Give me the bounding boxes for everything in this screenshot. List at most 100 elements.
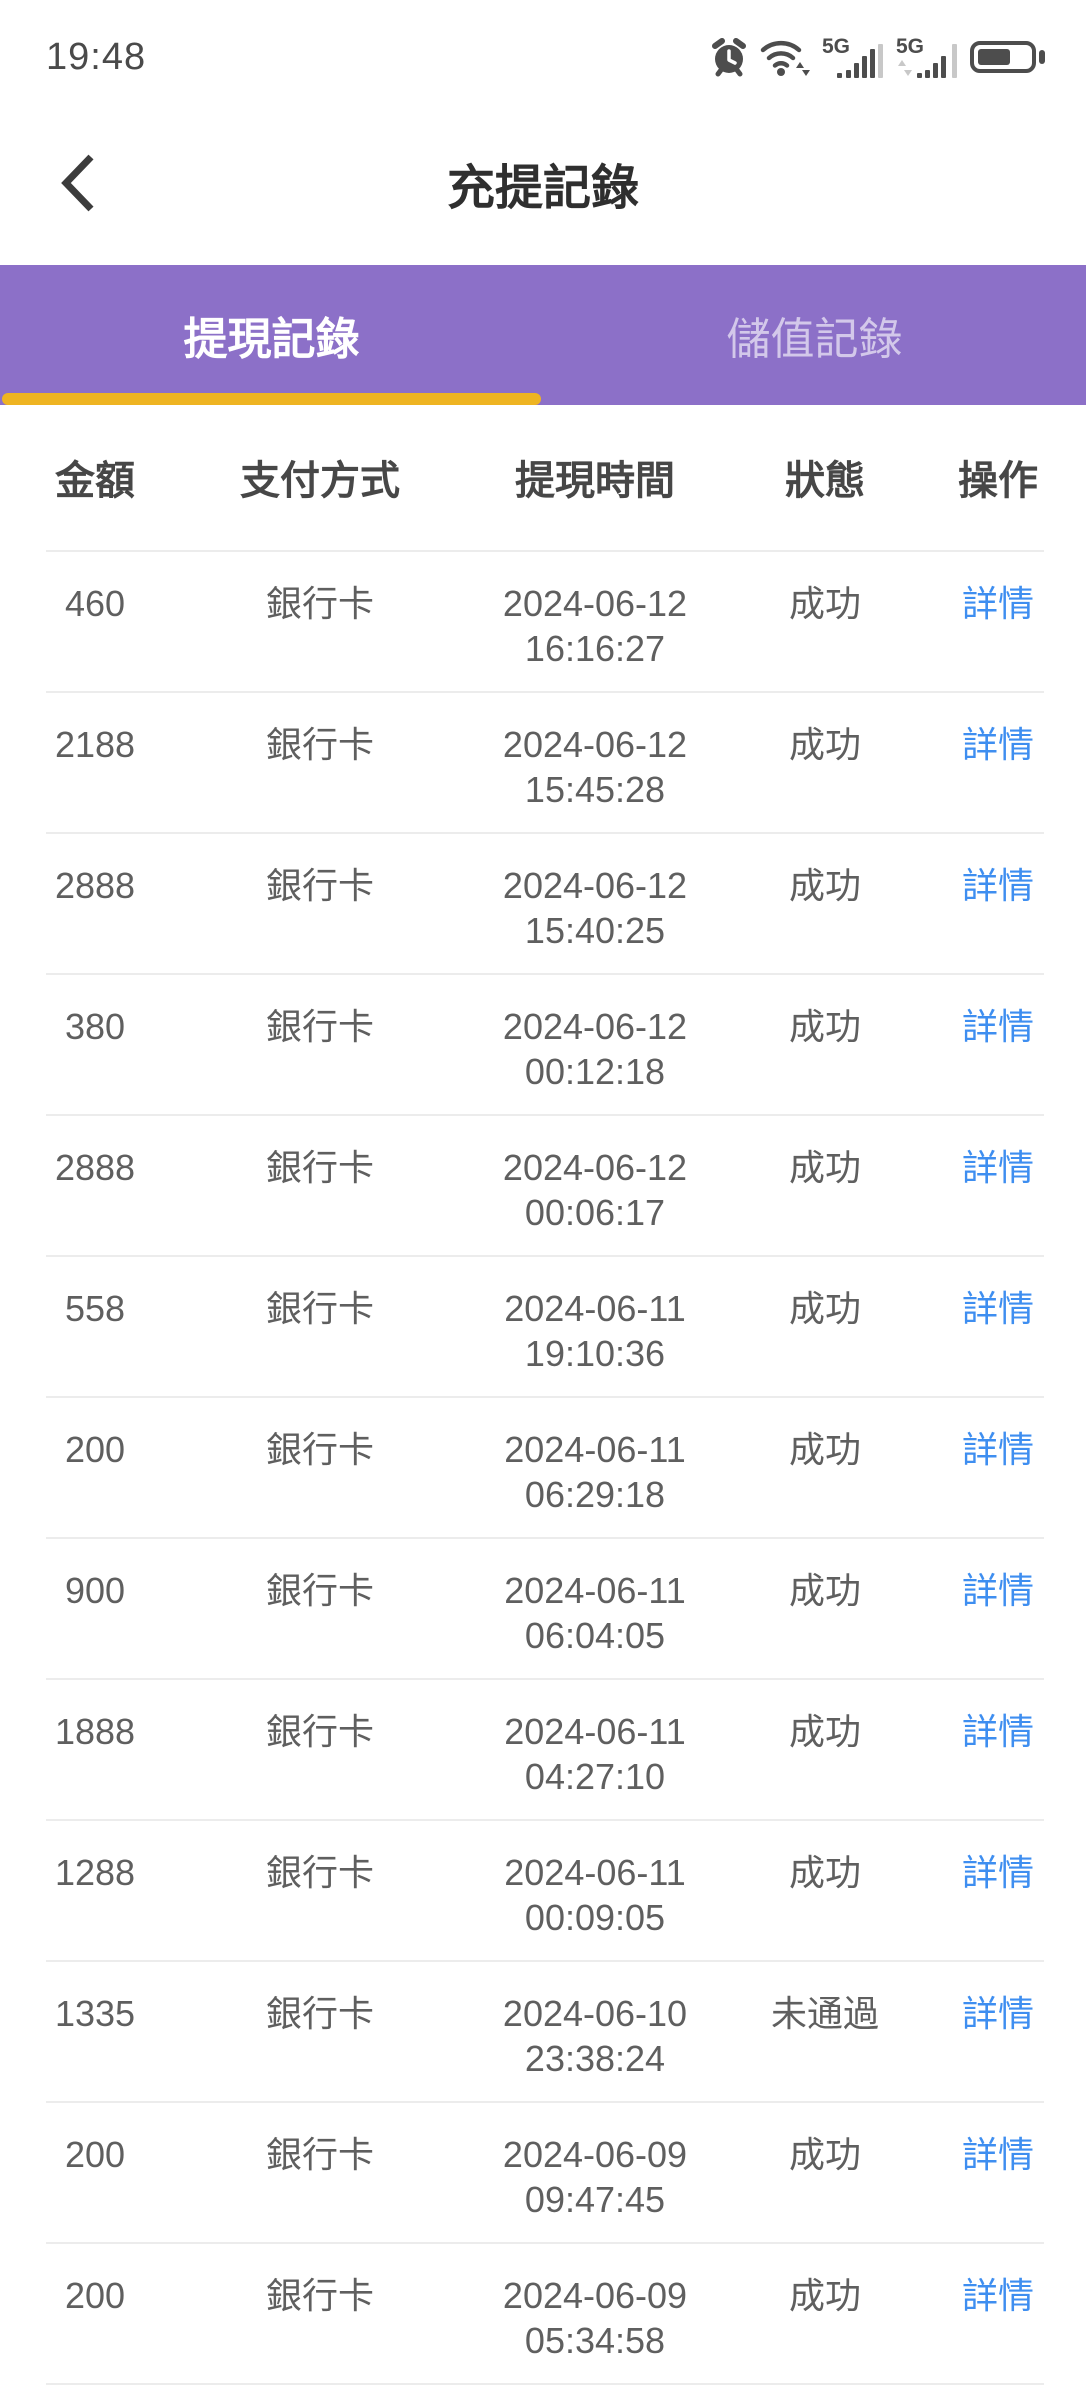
tab-bar: 提現記錄 儲值記錄 xyxy=(0,265,1086,405)
cell-withdraw-time: 2024-06-12 15:45:28 xyxy=(450,722,740,834)
cell-status: 成功 xyxy=(788,583,861,624)
cell-date-line: 2024-06-11 xyxy=(504,1852,686,1893)
detail-link[interactable]: 詳情 xyxy=(961,2134,1034,2175)
detail-link[interactable]: 詳情 xyxy=(961,1288,1034,1329)
back-button[interactable] xyxy=(58,152,98,214)
cell-withdraw-time: 2024-06-09 05:34:58 xyxy=(450,2273,740,2385)
chevron-left-icon xyxy=(61,154,94,211)
records-table: 金額 支付方式 提現時間 狀態 操作 460 銀行卡 2024-06-12 16… xyxy=(0,405,1086,2385)
tab-deposit-label: 儲值記錄 xyxy=(726,315,903,364)
cell-withdraw-time: 2024-06-12 00:12:18 xyxy=(450,1004,740,1116)
cell-withdraw-time: 2024-06-11 19:10:36 xyxy=(450,1286,740,1398)
cell-payment-method: 銀行卡 xyxy=(265,1711,374,1752)
detail-link[interactable]: 詳情 xyxy=(961,1429,1034,1470)
col-header-amount: 金額 xyxy=(55,459,135,503)
cell-time-line: 06:29:18 xyxy=(524,1474,666,1515)
cell-time-line: 04:27:10 xyxy=(524,1756,666,1797)
cell-payment-method: 銀行卡 xyxy=(265,865,374,906)
cell-date-line: 2024-06-10 xyxy=(502,1993,688,2034)
cell-payment-method: 銀行卡 xyxy=(265,1006,374,1047)
cell-amount: 2888 xyxy=(54,1147,136,1188)
detail-link[interactable]: 詳情 xyxy=(961,1852,1034,1893)
signal-5g-sim1-icon: 5G xyxy=(822,34,884,80)
cell-withdraw-time: 2024-06-11 04:27:10 xyxy=(450,1709,740,1821)
cell-amount: 2188 xyxy=(54,724,136,765)
status-time: 19:48 xyxy=(46,35,147,78)
cell-amount: 460 xyxy=(64,583,126,624)
cell-payment-method: 銀行卡 xyxy=(265,2275,374,2316)
page-title: 充提記錄 xyxy=(446,161,639,215)
tab-withdrawal-records[interactable]: 提現記錄 xyxy=(0,265,543,405)
cell-status: 成功 xyxy=(788,1288,861,1329)
detail-link[interactable]: 詳情 xyxy=(961,583,1034,624)
svg-text:5G: 5G xyxy=(822,35,850,58)
cell-payment-method: 銀行卡 xyxy=(265,1852,374,1893)
cell-amount: 2888 xyxy=(54,865,136,906)
cell-date-line: 2024-06-11 xyxy=(504,1288,686,1329)
table-body: 460 銀行卡 2024-06-12 16:16:27 成功 詳情 2188 銀… xyxy=(0,552,1086,2385)
detail-link[interactable]: 詳情 xyxy=(961,865,1034,906)
detail-link[interactable]: 詳情 xyxy=(961,1147,1034,1188)
cell-status: 成功 xyxy=(788,1570,861,1611)
table-row: 558 銀行卡 2024-06-11 19:10:36 成功 詳情 xyxy=(0,1257,1086,1398)
table-row: 2188 銀行卡 2024-06-12 15:45:28 成功 詳情 xyxy=(0,693,1086,834)
table-header-row: 金額 支付方式 提現時間 狀態 操作 xyxy=(0,405,1086,552)
table-row: 2888 銀行卡 2024-06-12 15:40:25 成功 詳情 xyxy=(0,834,1086,975)
cell-payment-method: 銀行卡 xyxy=(265,1570,374,1611)
status-icons: 5G 5G xyxy=(710,34,1048,80)
cell-time-line: 09:47:45 xyxy=(524,2179,666,2220)
cell-payment-method: 銀行卡 xyxy=(265,2134,374,2175)
cell-payment-method: 銀行卡 xyxy=(265,724,374,765)
table-row: 460 銀行卡 2024-06-12 16:16:27 成功 詳情 xyxy=(0,552,1086,693)
cell-status: 成功 xyxy=(788,1006,861,1047)
cell-status: 成功 xyxy=(788,1147,861,1188)
cell-date-line: 2024-06-12 xyxy=(502,865,688,906)
detail-link[interactable]: 詳情 xyxy=(961,1711,1034,1752)
tab-withdrawal-label: 提現記錄 xyxy=(183,315,360,364)
cell-amount: 200 xyxy=(64,2134,126,2175)
status-bar: 19:48 xyxy=(0,0,1086,100)
cell-date-line: 2024-06-09 xyxy=(502,2275,688,2316)
cell-withdraw-time: 2024-06-11 06:04:05 xyxy=(450,1568,740,1680)
cell-time-line: 00:12:18 xyxy=(524,1051,666,1092)
col-header-action: 操作 xyxy=(958,459,1038,503)
alarm-icon xyxy=(710,37,748,77)
cell-date-line: 2024-06-12 xyxy=(502,1006,688,1047)
cell-time-line: 15:45:28 xyxy=(524,769,666,810)
cell-date-line: 2024-06-11 xyxy=(504,1711,686,1752)
detail-link[interactable]: 詳情 xyxy=(961,724,1034,765)
cell-status: 成功 xyxy=(788,865,861,906)
svg-text:5G: 5G xyxy=(896,35,924,58)
cell-status: 未通過 xyxy=(770,1993,879,2034)
tab-deposit-records[interactable]: 儲值記錄 xyxy=(543,265,1086,405)
cell-withdraw-time: 2024-06-12 00:06:17 xyxy=(450,1145,740,1257)
cell-time-line: 16:16:27 xyxy=(524,628,666,669)
cell-withdraw-time: 2024-06-10 23:38:24 xyxy=(450,1991,740,2103)
cell-amount: 200 xyxy=(64,1429,126,1470)
cell-date-line: 2024-06-09 xyxy=(502,2134,688,2175)
col-header-time: 提現時間 xyxy=(515,459,675,503)
header: 充提記錄 xyxy=(0,100,1086,265)
cell-amount: 900 xyxy=(64,1570,126,1611)
cell-payment-method: 銀行卡 xyxy=(265,1429,374,1470)
cell-withdraw-time: 2024-06-11 00:09:05 xyxy=(450,1850,740,1962)
cell-date-line: 2024-06-11 xyxy=(504,1570,686,1611)
cell-withdraw-time: 2024-06-11 06:29:18 xyxy=(450,1427,740,1539)
detail-link[interactable]: 詳情 xyxy=(961,1993,1034,2034)
cell-status: 成功 xyxy=(788,2134,861,2175)
cell-status: 成功 xyxy=(788,1429,861,1470)
battery-icon xyxy=(970,37,1048,77)
col-header-method: 支付方式 xyxy=(240,459,400,503)
detail-link[interactable]: 詳情 xyxy=(961,1570,1034,1611)
col-header-status: 狀態 xyxy=(785,459,865,503)
detail-link[interactable]: 詳情 xyxy=(961,2275,1034,2316)
cell-status: 成功 xyxy=(788,724,861,765)
cell-withdraw-time: 2024-06-12 16:16:27 xyxy=(450,581,740,693)
cell-payment-method: 銀行卡 xyxy=(265,583,374,624)
table-row: 380 銀行卡 2024-06-12 00:12:18 成功 詳情 xyxy=(0,975,1086,1116)
detail-link[interactable]: 詳情 xyxy=(961,1006,1034,1047)
cell-date-line: 2024-06-12 xyxy=(502,1147,688,1188)
cell-payment-method: 銀行卡 xyxy=(265,1147,374,1188)
cell-time-line: 15:40:25 xyxy=(524,910,666,951)
